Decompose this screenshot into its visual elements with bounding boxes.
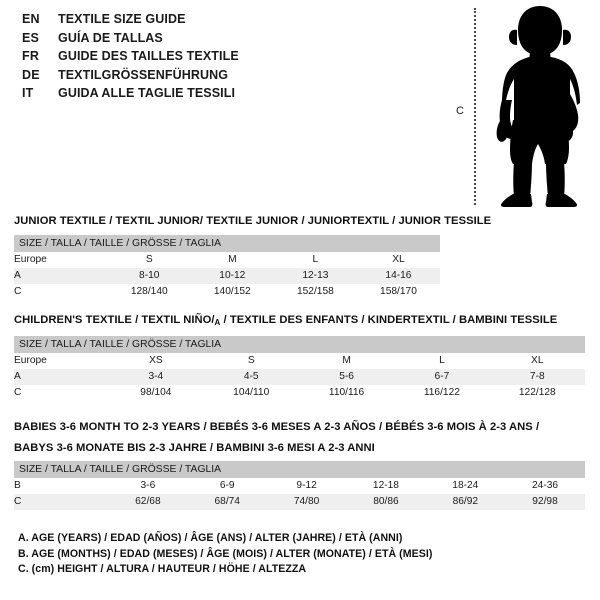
table-cell: 158/170 [356,283,440,300]
table-cell: 86/92 [425,494,505,510]
table-row: Europe XS S M L XL [14,352,585,369]
table-row: A 8-10 10-12 12-13 14-16 [14,267,440,284]
junior-size-table: SIZE / TALLA / TAILLE / GRÖSSE / TAGLIA … [14,234,440,300]
section-junior-textile: JUNIOR TEXTILE / TEXTIL JUNIOR/ TEXTILE … [14,214,492,300]
language-code: DE [22,67,40,82]
table-row: C 128/140 140/152 152/158 158/170 [14,283,440,300]
row-label: Europe [14,251,108,268]
language-title-block: EN TEXTILE SIZE GUIDE ES GUÍA DE TALLAS … [22,12,422,105]
table-cell: 92/98 [505,494,585,510]
language-row: EN TEXTILE SIZE GUIDE [22,12,422,31]
table-cell: 18-24 [425,478,505,494]
language-label: GUÍA DE TALLAS [58,30,163,45]
language-row: FR GUIDE DES TAILLES TEXTILE [22,49,422,68]
language-code: IT [22,86,34,100]
table-cell: 6-7 [394,368,490,385]
table-cell: 12-13 [273,267,357,284]
language-code: FR [22,49,40,63]
table-cell: 6-9 [187,478,267,494]
table-cell: 24-36 [505,478,585,494]
table-cell: 68/74 [187,494,267,510]
table-cell: 122/128 [489,384,585,401]
size-header-label: SIZE / TALLA / TAILLE / GRÖSSE / TAGLIA [14,234,440,252]
table-cell: 110/116 [298,384,395,401]
table-cell: 128/140 [107,283,191,300]
table-cell: M [298,352,395,369]
language-label: GUIDA ALLE TAGLIE TESSILI [58,86,236,100]
table-cell: 4-5 [203,368,299,385]
table-cell: 14-16 [356,267,440,284]
section-title-junior: JUNIOR TEXTILE / TEXTIL JUNIOR/ TEXTILE … [14,215,492,227]
table-cell: 140/152 [190,283,274,300]
table-cell: M [190,251,274,268]
legend-line-c: C. (cm) HEIGHT / ALTURA / HAUTEUR / HÖHE… [18,563,307,576]
row-label: Europe [14,352,109,369]
height-marker-label: C [456,105,464,117]
table-cell: L [394,352,490,369]
language-row: DE TEXTILGRÖSSENFÜHRUNG [22,68,422,87]
language-row: ES GUÍA DE TALLAS [22,31,422,50]
table-row: B 3-6 6-9 9-12 12-18 18-24 24-36 [14,478,585,494]
table-header-row: SIZE / TALLA / TAILLE / GRÖSSE / TAGLIA [14,461,585,478]
table-header-row: SIZE / TALLA / TAILLE / GRÖSSE / TAGLIA [14,234,440,252]
row-label: B [14,478,109,494]
table-cell: 8-10 [107,267,191,284]
height-illustration: C [448,0,600,212]
table-cell: 5-6 [298,368,395,385]
section-title-children-prefix: CHILDREN'S TEXTILE / TEXTIL NIÑO/ [14,314,215,326]
table-row: C 98/104 104/110 110/116 116/122 122/128 [14,384,585,401]
language-label: GUIDE DES TAILLES TEXTILE [58,49,239,63]
section-childrens-textile: CHILDREN'S TEXTILE / TEXTIL NIÑO/A / TEX… [14,313,585,401]
section-title-children-subscript: A [214,318,221,327]
table-cell: XL [356,251,440,268]
table-cell: 104/110 [203,384,299,401]
row-label: A [14,368,109,385]
section-title-children: CHILDREN'S TEXTILE / TEXTIL NIÑO/A / TEX… [14,313,585,331]
legend-line-b: B. AGE (MONTHS) / EDAD (MESES) / ÂGE (MO… [18,547,433,560]
table-cell: 80/86 [346,494,426,510]
table-cell: 62/68 [108,494,188,510]
size-header-label: SIZE / TALLA / TAILLE / GRÖSSE / TAGLIA [14,335,585,353]
table-cell: 152/158 [273,283,357,300]
section-title-babies-line2: BABYS 3-6 MONATE BIS 2-3 JAHRE / BAMBINI… [14,441,375,454]
babies-size-table: SIZE / TALLA / TAILLE / GRÖSSE / TAGLIA … [14,461,585,510]
table-cell: L [273,251,357,268]
section-babies-textile: BABIES 3-6 MONTH TO 2-3 YEARS / BEBÉS 3-… [14,420,585,510]
row-label: C [14,384,109,401]
table-cell: S [203,352,299,369]
table-cell: S [107,251,191,268]
language-code: EN [22,12,40,26]
section-title-children-suffix: / TEXTILE DES ENFANTS / KINDERTEXTIL / B… [220,314,558,326]
table-cell: 98/104 [108,384,204,401]
language-row: IT GUIDA ALLE TAGLIE TESSILI [22,86,422,105]
language-code: ES [22,30,40,45]
table-header-row: SIZE / TALLA / TAILLE / GRÖSSE / TAGLIA [14,335,585,353]
measurement-legend: A. AGE (YEARS) / EDAD (AÑOS) / ÂGE (ANS)… [18,531,538,578]
row-label: C [14,283,108,300]
table-row: C 62/68 68/74 74/80 80/86 86/92 92/98 [14,494,585,510]
table-cell: 116/122 [394,384,490,401]
row-label: A [14,267,108,284]
row-label: C [14,494,109,510]
table-cell: 12-18 [346,478,426,494]
table-cell: 74/80 [266,494,347,510]
table-row: Europe S M L XL [14,251,440,268]
size-header-label: SIZE / TALLA / TAILLE / GRÖSSE / TAGLIA [14,461,585,478]
legend-line-a: A. AGE (YEARS) / EDAD (AÑOS) / ÂGE (ANS)… [18,532,403,544]
table-cell: 10-12 [190,267,274,284]
table-cell: 3-4 [108,368,204,385]
section-title-babies-line1: BABIES 3-6 MONTH TO 2-3 YEARS / BEBÉS 3-… [14,421,540,433]
height-reference-dashed-line [474,8,476,205]
children-size-table: SIZE / TALLA / TAILLE / GRÖSSE / TAGLIA … [14,335,585,401]
table-cell: XL [489,352,585,369]
language-label: TEXTILGRÖSSENFÜHRUNG [58,67,229,82]
table-row: A 3-4 4-5 5-6 6-7 7-8 [14,368,585,385]
table-cell: 7-8 [489,368,585,385]
language-label: TEXTILE SIZE GUIDE [58,12,186,26]
table-cell: 9-12 [266,478,347,494]
child-standing-silhouette-icon [496,6,580,207]
table-cell: 3-6 [108,478,188,494]
table-cell: XS [108,352,204,369]
